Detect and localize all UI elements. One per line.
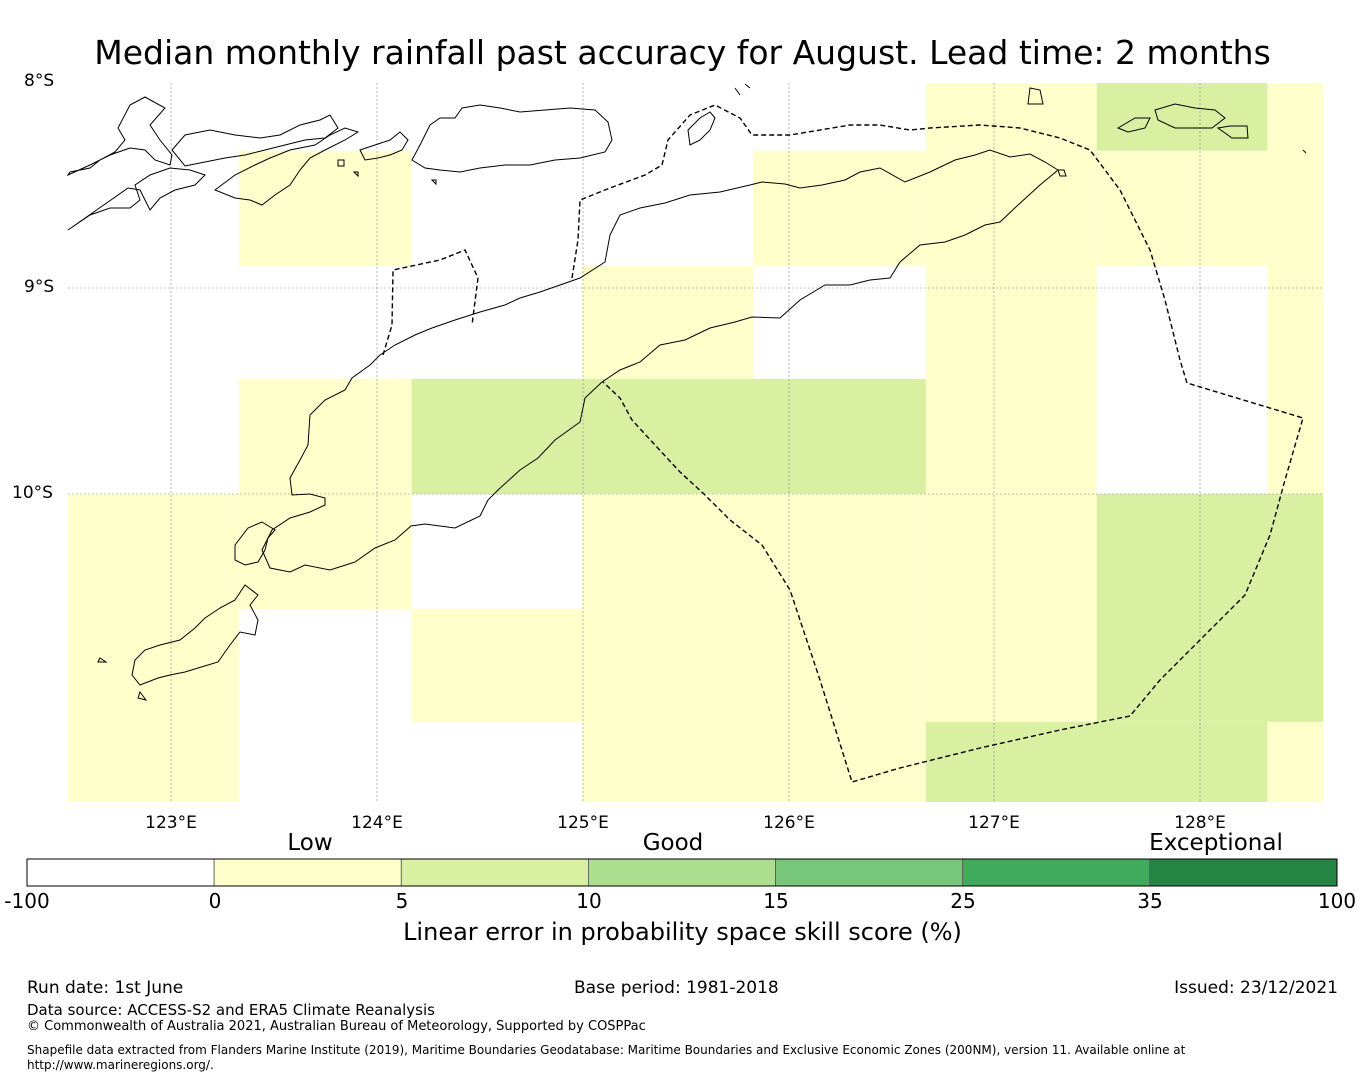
lembata-coastline	[171, 114, 339, 167]
colorbar-segment-2	[400, 858, 589, 887]
leti-moa-coastline	[1116, 103, 1249, 139]
skill-cell-8	[582, 493, 926, 802]
data-source: Data source: ACCESS-S2 and ERA5 Climate …	[27, 1001, 435, 1019]
colorbar-category-good: Good	[642, 830, 704, 856]
skill-cell-2	[238, 378, 412, 494]
base-period: Base period: 1981-2018	[574, 978, 779, 998]
flores-coastline	[66, 96, 206, 231]
copyright: © Commonwealth of Australia 2021, Austra…	[27, 1019, 646, 1034]
skill-cells	[68, 83, 1323, 802]
semau-island-coastline	[234, 521, 276, 566]
colorbar-tick-25: 25	[950, 889, 976, 913]
colorbar-segment-4	[775, 858, 964, 887]
skill-cell-15	[1267, 83, 1323, 494]
colorbar-tick-10: 10	[576, 889, 602, 913]
shapefile-url: http://www.marineregions.org/.	[27, 1058, 214, 1072]
map-title: Median monthly rainfall past accuracy fo…	[94, 33, 1271, 72]
lon-label-124e: 124°E	[351, 813, 403, 833]
colorbar-tick-minus100: -100	[4, 889, 50, 913]
alor-coastline	[411, 104, 613, 173]
issued-date: Issued: 23/12/2021	[1174, 978, 1338, 998]
skill-cell-7	[582, 378, 926, 494]
skill-cell-3	[238, 493, 412, 609]
colorbar-outline	[26, 858, 1338, 887]
lat-label-10s: 10°S	[12, 483, 53, 503]
wetar-islets-coastline	[1027, 87, 1044, 105]
oecusse-boundary	[382, 249, 479, 356]
lon-label-125e: 125°E	[557, 813, 609, 833]
colorbar-category-exceptional: Exceptional	[1149, 830, 1283, 856]
timor-leste-north-boundary	[571, 104, 1304, 783]
atauro-coastline	[687, 111, 716, 146]
lat-label-8s: 8°S	[24, 71, 55, 91]
skill-cell-12	[1096, 83, 1268, 151]
coastlines	[66, 83, 1307, 701]
pantar-coastline	[359, 131, 409, 161]
colorbar-segment-6	[1149, 858, 1338, 887]
ndao-island-coastline	[97, 657, 148, 701]
colorbar-tick-15: 15	[763, 889, 789, 913]
skill-cell-6	[582, 265, 754, 379]
gridlines	[68, 83, 1323, 802]
skill-cell-4	[411, 378, 583, 494]
lon-label-127e: 127°E	[968, 813, 1020, 833]
colorbar-segment-0	[26, 858, 215, 887]
colorbar-segment-1	[213, 858, 402, 887]
rote-island-coastline	[131, 584, 259, 686]
skill-cell-0	[68, 493, 239, 802]
maritime-boundaries	[382, 104, 1304, 783]
colorbar-label: Linear error in probability space skill …	[403, 918, 962, 946]
colorbar-tick-35: 35	[1137, 889, 1163, 913]
colorbar-tick-5: 5	[395, 889, 409, 913]
skill-cell-11	[925, 721, 1268, 802]
skill-cell-5	[411, 608, 583, 722]
colorbar-tick-0: 0	[208, 889, 222, 913]
lon-label-126e: 126°E	[763, 813, 815, 833]
small-islets-coastline	[337, 83, 1307, 186]
lat-label-9s: 9°S	[24, 277, 55, 297]
skill-cell-13	[1096, 150, 1268, 266]
shapefile-credit: Shapefile data extracted from Flanders M…	[27, 1043, 1186, 1057]
skill-cell-16	[1267, 721, 1323, 802]
run-date: Run date: 1st June	[27, 978, 184, 998]
lon-label-128e: 128°E	[1174, 813, 1226, 833]
lon-label-123e: 123°E	[145, 813, 197, 833]
colorbar-category-low: Low	[287, 830, 333, 856]
skill-cell-10	[925, 83, 1097, 722]
colorbar-segment-3	[588, 858, 776, 887]
colorbar-tick-100: 100	[1317, 889, 1357, 913]
colorbar-segment-5	[962, 858, 1151, 887]
timor-island-coastline	[261, 149, 1059, 573]
adonara-coastline	[213, 127, 360, 206]
skill-cell-1	[238, 150, 412, 266]
skill-cell-14	[1096, 493, 1323, 722]
skill-cell-9	[753, 150, 926, 266]
